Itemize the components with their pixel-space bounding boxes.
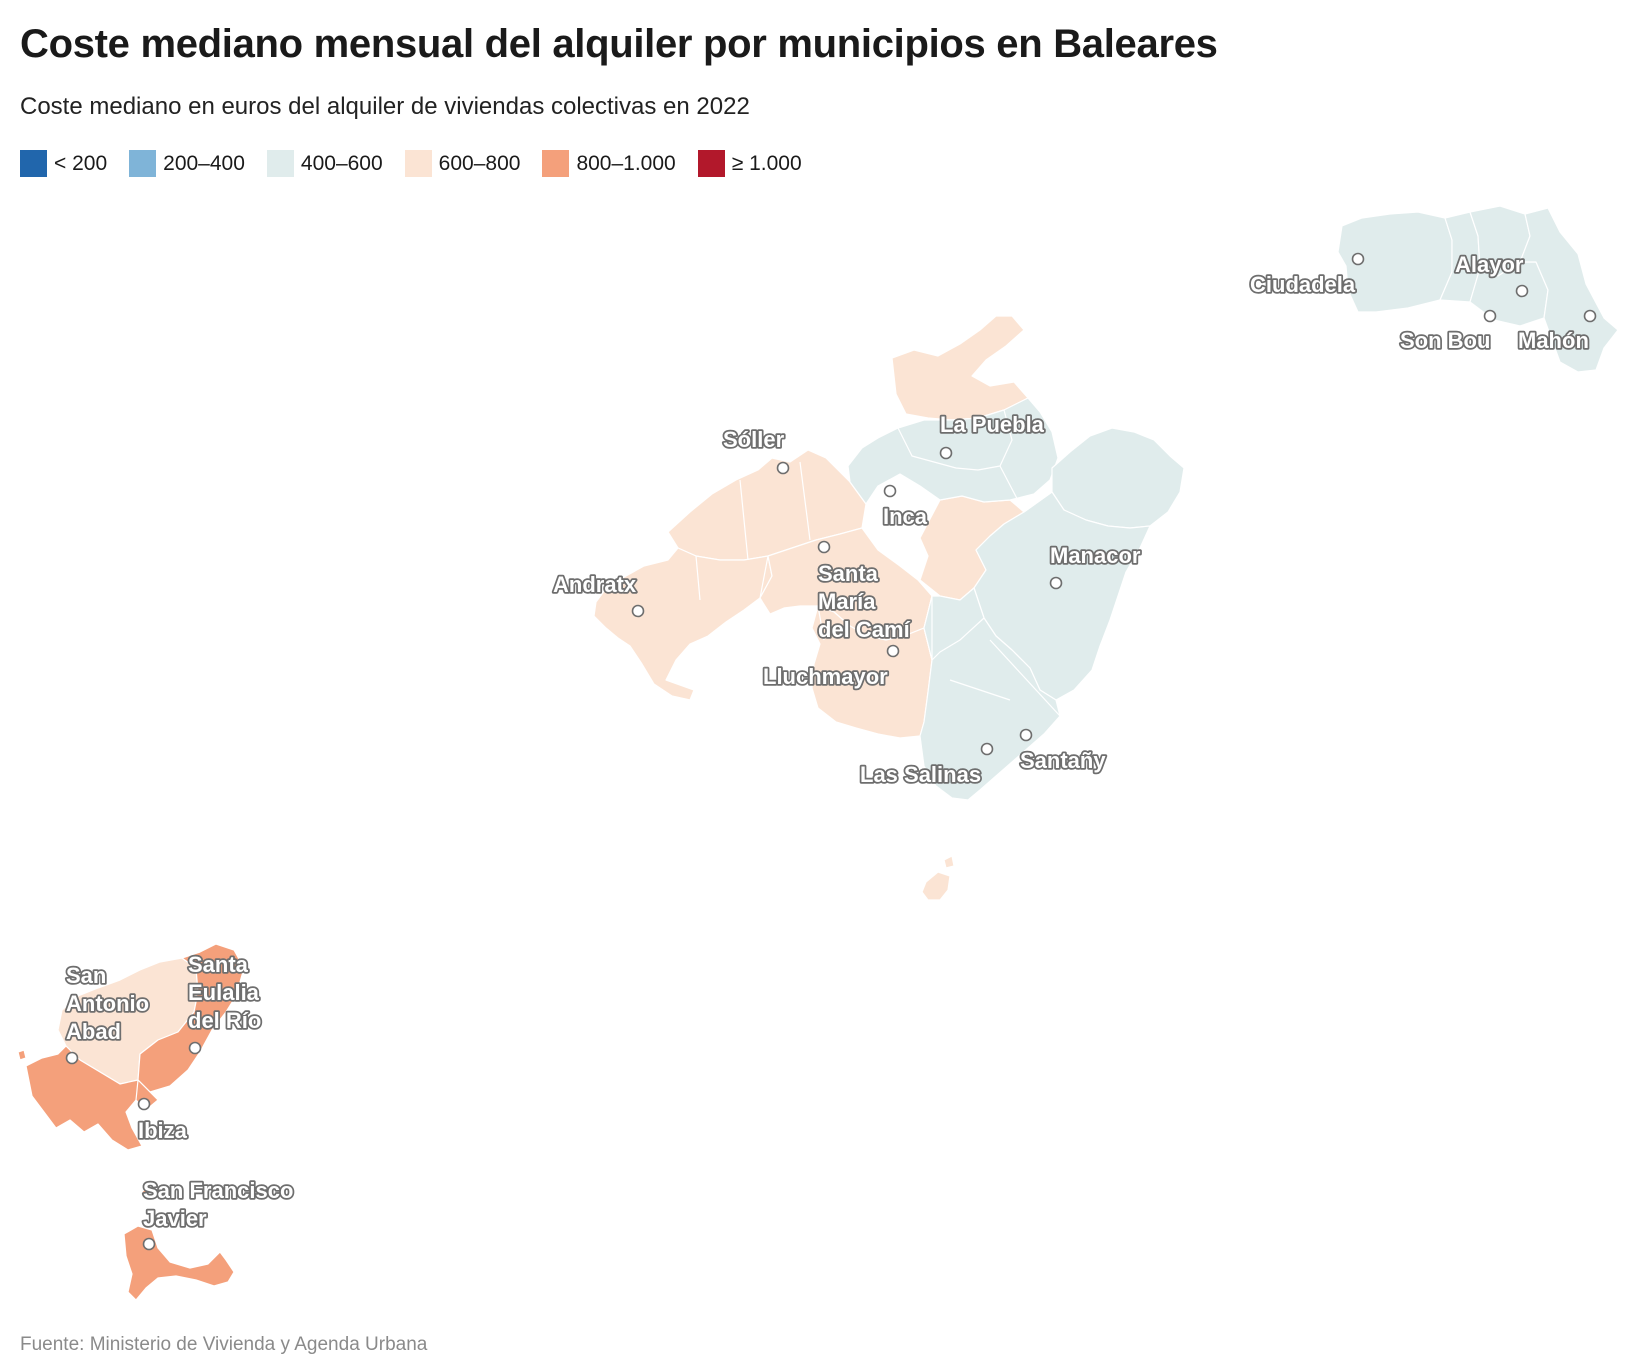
legend-swatch [129,150,157,177]
city-marker [631,604,645,618]
legend-label: < 200 [54,151,108,175]
city-lluchmayor: Lluchmayor [761,644,900,691]
island-ibiza [17,943,245,1151]
city-marker [939,446,953,460]
municipality-felanitx [923,587,985,661]
legend-label: 800–1.000 [576,151,676,175]
chart-title: Coste mediano mensual del alquiler por m… [20,22,1218,66]
city-label: Las Salinas [860,762,981,787]
city-label-line: Antonio [66,991,149,1016]
legend-label: 400–600 [300,151,383,175]
city-label: Alayor [1455,252,1524,277]
city-marker [65,1051,79,1065]
municipality-manacor [973,491,1151,701]
city-label: La Puebla [940,412,1045,437]
islet-west [17,1049,27,1061]
city-label-line: del Río [188,1008,261,1033]
municipality-sa-pobla [897,409,1013,471]
legend-item-200-400: 200–400 [129,150,245,177]
city-alayor: Alayor [1453,250,1529,298]
island-formentera [123,1187,235,1301]
city-san-francisco-javier: San Francisco Javier [141,1176,295,1251]
city-label: Inca [883,504,928,529]
legend-label: 600–800 [438,151,521,175]
city-marker [137,1097,151,1111]
city-label-line: San Francisco [143,1178,293,1203]
legend-swatch [404,150,432,177]
municipality-sant-joan [181,943,245,1001]
city-santany: Santañy [1018,728,1108,775]
city-marker [886,644,900,658]
city-marker [883,484,897,498]
city-san-antonio-abad: San Antonio Abad [64,961,151,1065]
city-andratx: Andratx [551,570,645,618]
legend-swatch [266,150,294,177]
municipality-andratx [593,547,773,701]
city-label-line: María [818,589,876,614]
city-marker [1483,309,1497,323]
legend-label: ≥ 1.000 [731,151,802,175]
city-marker [776,461,790,475]
city-marker [817,540,831,554]
city-mahon: Mahón [1516,309,1597,355]
city-label: Ibiza [138,1118,188,1143]
city-label: Ciudadela [1250,272,1356,297]
city-label-line: Eulalia [188,980,260,1005]
city-marker [1019,728,1033,742]
city-label: Manacor [1050,543,1141,568]
city-marker [1351,252,1365,266]
city-ciudadela: Ciudadela [1248,252,1365,299]
municipality-cabrera [921,855,955,901]
legend: < 200 200–400 400–600 600–800 800–1.000 … [20,150,824,177]
legend-item-800-1000: 800–1.000 [542,150,676,177]
chart-subtitle: Coste mediano en euros del alquiler de v… [20,93,750,120]
legend-item-600-800: 600–800 [404,150,521,177]
city-label-line: Abad [66,1019,121,1044]
city-label: Mahón [1518,328,1589,353]
island-mallorca [593,315,1185,901]
city-la-puebla: La Puebla [938,410,1046,460]
city-marker [1515,284,1529,298]
legend-label: 200–400 [163,151,245,175]
municipality-pollensa [891,315,1029,421]
city-marker [980,742,994,756]
source-footer: Fuente: Ministerio de Vivienda y Agenda … [20,1334,428,1355]
city-manacor: Manacor [1048,541,1143,590]
municipality-mahon [1519,207,1619,373]
city-label-line: Javier [143,1206,207,1231]
islet-espalmador [141,1187,149,1199]
city-label-line: del Camí [818,617,911,642]
city-marker [188,1041,202,1055]
city-label: Sóller [723,427,785,452]
city-label-line: Santa [188,952,249,977]
city-marker [142,1237,156,1251]
city-label: Santañy [1020,748,1106,773]
city-santa-maria-del-cami: Santa María del Camí [816,540,912,644]
legend-swatch [20,150,47,177]
city-las-salinas: Las Salinas [858,742,994,789]
island-menorca [1337,205,1619,373]
city-label: Son Bou [1400,328,1490,353]
city-label-line: Santa [818,561,879,586]
city-marker [1049,576,1063,590]
city-marker [1583,309,1597,323]
city-santa-eulalia-del-rio: Santa Eulalia del Río [186,950,263,1055]
city-label-line: San [66,963,106,988]
city-ibiza: Ibiza [136,1097,189,1145]
city-inca: Inca [881,484,930,531]
city-soller: Sóller [721,425,790,475]
legend-item-lt200: < 200 [20,150,107,177]
legend-swatch [542,150,570,177]
legend-swatch [697,150,725,177]
city-label: Andratx [553,572,637,597]
legend-item-gte1000: ≥ 1.000 [697,150,802,177]
municipality-formentera [123,1225,235,1301]
city-son-bou: Son Bou [1398,309,1497,355]
legend-item-400-600: 400–600 [266,150,383,177]
city-label: Lluchmayor [763,664,888,689]
